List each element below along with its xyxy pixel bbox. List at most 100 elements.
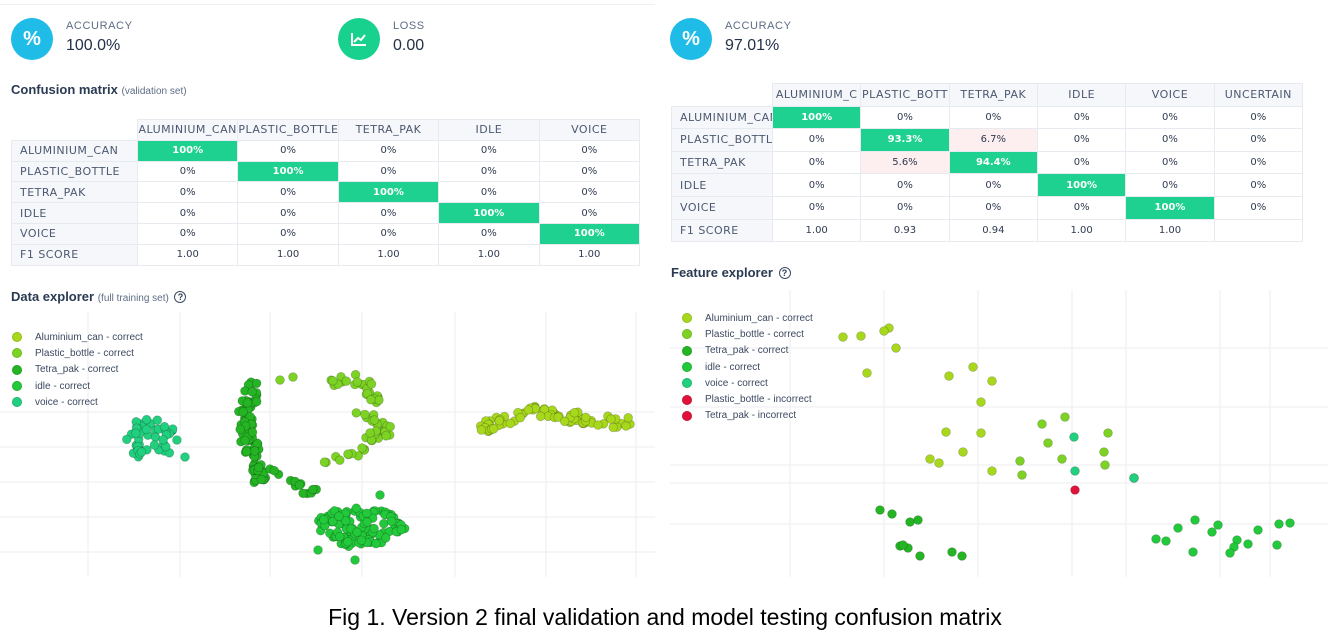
legend-item[interactable]: idle - correct bbox=[12, 378, 143, 394]
scatter-point bbox=[152, 415, 163, 425]
scatter-point bbox=[606, 414, 616, 424]
scatter-point bbox=[334, 531, 345, 542]
legend-dot-icon bbox=[682, 410, 692, 421]
scatter-point bbox=[327, 516, 338, 527]
matrix-row: TETRA_PAK 0% 0% 100% 0% 0% bbox=[11, 181, 641, 204]
scatter-point bbox=[362, 517, 372, 527]
row-header: VOICE bbox=[671, 195, 773, 220]
legend-item[interactable]: Tetra_pak - correct bbox=[682, 343, 813, 359]
validation-confusion-matrix: ALUMINIUM_CAN PLASTIC_BOTTLE TETRA_PAK IDLE… bbox=[11, 119, 641, 266]
legend-item[interactable]: Plastic_bottle - incorrect bbox=[682, 391, 813, 407]
scatter-point bbox=[1103, 428, 1113, 438]
scatter-point bbox=[1129, 473, 1139, 483]
data-explorer-title: Data explorer (full training set) ? bbox=[11, 289, 187, 304]
matrix-cell: 0% bbox=[538, 181, 641, 204]
scatter-point bbox=[879, 326, 889, 336]
scatter-point bbox=[608, 422, 618, 433]
scatter-point bbox=[553, 412, 563, 422]
legend-dot-icon bbox=[12, 381, 22, 392]
matrix-cell: 0% bbox=[948, 105, 1038, 130]
matrix-row: F1 SCORE 1.00 1.00 1.00 1.00 1.00 bbox=[11, 243, 641, 266]
scatter-point bbox=[122, 434, 132, 445]
scatter-point bbox=[539, 404, 550, 415]
data-explorer-legend[interactable]: Aluminium_can - correct Plastic_bottle - … bbox=[12, 329, 143, 410]
legend-item[interactable]: voice - correct bbox=[12, 394, 143, 410]
legend-item[interactable]: Tetra_pak - correct bbox=[12, 362, 143, 378]
row-header: TETRA_PAK bbox=[671, 150, 773, 175]
legend-item[interactable]: voice - correct bbox=[682, 375, 813, 391]
scatter-point bbox=[856, 331, 866, 341]
percent-icon: % bbox=[670, 18, 712, 60]
matrix-cell bbox=[1213, 218, 1304, 243]
scatter-point bbox=[535, 411, 546, 422]
scatter-point bbox=[957, 551, 967, 561]
matrix-cell: 0% bbox=[948, 195, 1038, 220]
legend-label: Tetra_pak - correct bbox=[35, 364, 119, 376]
matrix-cell: 0.93 bbox=[860, 218, 950, 243]
matrix-cell: 1.00 bbox=[237, 243, 339, 266]
test-accuracy-value: 97.01% bbox=[725, 37, 780, 54]
feature-explorer-legend[interactable]: Aluminium_can - correct Plastic_bottle - … bbox=[682, 310, 813, 424]
scatter-point bbox=[172, 435, 182, 445]
legend-label: voice - correct bbox=[705, 377, 768, 389]
scatter-point bbox=[958, 447, 968, 457]
legend-item[interactable]: Plastic_bottle - correct bbox=[12, 345, 143, 361]
scatter-point bbox=[1272, 540, 1282, 550]
matrix-cell: 0% bbox=[136, 222, 239, 245]
legend-item[interactable]: Aluminium_can - correct bbox=[682, 310, 813, 326]
scatter-point bbox=[351, 408, 362, 418]
row-header: VOICE bbox=[11, 222, 138, 245]
scatter-point bbox=[396, 524, 407, 535]
scatter-point bbox=[947, 547, 957, 557]
matrix-cell: 1.00 bbox=[337, 243, 440, 266]
legend-item[interactable]: Tetra_pak - incorrect bbox=[682, 408, 813, 424]
scatter-point bbox=[1069, 432, 1079, 442]
matrix-cell: 0% bbox=[438, 181, 540, 204]
matrix-cell: 0% bbox=[237, 222, 339, 245]
matrix-cell: 0% bbox=[136, 160, 239, 183]
scatter-point bbox=[976, 428, 986, 438]
scatter-point bbox=[476, 425, 487, 435]
help-icon[interactable]: ? bbox=[174, 291, 187, 303]
feature-explorer-scatter[interactable]: Aluminium_can - correct Plastic_bottle - … bbox=[670, 290, 1328, 577]
column-header-tetra-pak: TETRA_PAK bbox=[948, 83, 1038, 107]
legend-item[interactable]: Aluminium_can - correct bbox=[12, 329, 143, 345]
matrix-corner bbox=[11, 119, 138, 141]
matrix-cell: 6.7% bbox=[948, 128, 1038, 152]
feature-explorer-plot[interactable] bbox=[670, 290, 1328, 577]
matrix-cell: 100% bbox=[438, 202, 540, 224]
row-header: IDLE bbox=[11, 202, 138, 224]
legend-label: Plastic_bottle - correct bbox=[705, 328, 804, 340]
scatter-point bbox=[319, 457, 330, 467]
legend-item[interactable]: idle - correct bbox=[682, 359, 813, 375]
matrix-row: ALUMINIUM_CAN 100% 0% 0% 0% 0% 0% bbox=[671, 105, 1304, 130]
testing-panel: % ACCURACY 97.01% ALUMINIUM_C PLASTIC_BOT… bbox=[662, 0, 1328, 580]
legend-label: Plastic_bottle - correct bbox=[35, 347, 134, 359]
scatter-point bbox=[1161, 536, 1171, 546]
scatter-point bbox=[1213, 520, 1223, 530]
matrix-cell: 0% bbox=[1036, 195, 1127, 220]
legend-label: Tetra_pak - correct bbox=[705, 345, 789, 357]
matrix-cell: 0% bbox=[438, 160, 540, 183]
matrix-cell: 0% bbox=[771, 195, 862, 220]
scatter-point bbox=[1225, 548, 1235, 558]
row-header: PLASTIC_BOTTLE bbox=[11, 160, 138, 183]
legend-label: Aluminium_can - correct bbox=[35, 331, 143, 343]
scatter-point bbox=[256, 474, 267, 485]
scatter-point bbox=[375, 490, 385, 500]
matrix-cell: 0% bbox=[237, 139, 339, 162]
data-explorer-plot[interactable] bbox=[0, 312, 655, 577]
scatter-point bbox=[371, 538, 381, 549]
data-explorer-scatter[interactable]: Aluminium_can - correct Plastic_bottle - … bbox=[0, 312, 655, 577]
legend-item[interactable]: Plastic_bottle - correct bbox=[682, 326, 813, 342]
help-icon[interactable]: ? bbox=[778, 267, 791, 279]
matrix-corner bbox=[671, 83, 773, 107]
scatter-point bbox=[131, 428, 141, 438]
scatter-point bbox=[1188, 547, 1198, 557]
scatter-point bbox=[1243, 539, 1253, 549]
matrix-row: TETRA_PAK 0% 5.6% 94.4% 0% 0% 0% bbox=[671, 150, 1304, 175]
matrix-cell: 0% bbox=[771, 128, 862, 152]
matrix-cell: 0% bbox=[136, 202, 239, 224]
scatter-point bbox=[1100, 460, 1110, 470]
scatter-point bbox=[838, 332, 848, 342]
